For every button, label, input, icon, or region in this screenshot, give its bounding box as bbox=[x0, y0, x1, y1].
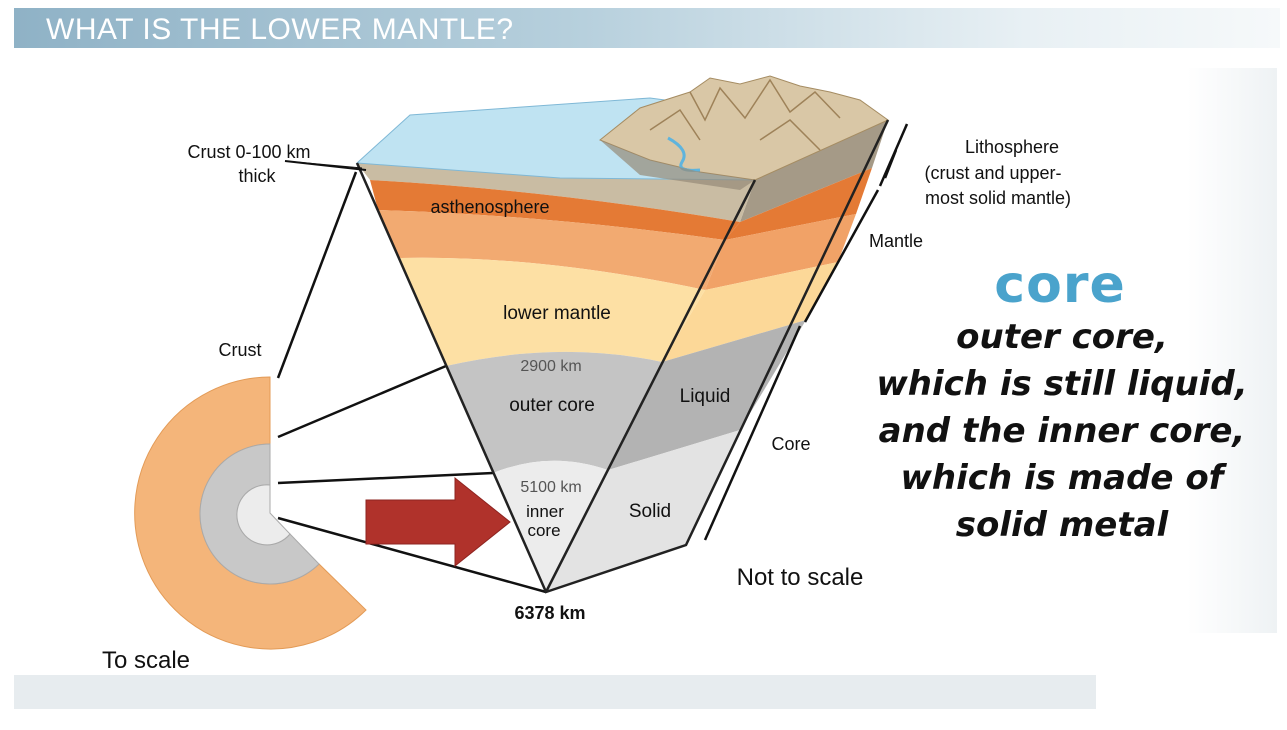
lithosphere-label-1: Lithosphere bbox=[965, 137, 1059, 157]
wedge-front-inner-core bbox=[493, 460, 608, 592]
connector-lines bbox=[276, 171, 547, 594]
lithosphere-label-2: (crust and upper- bbox=[924, 163, 1061, 183]
to-scale-label: To scale bbox=[102, 647, 190, 674]
layer-brackets bbox=[703, 123, 909, 541]
crust-thickness-label-2: thick bbox=[238, 166, 276, 186]
earth-wedge bbox=[355, 75, 890, 594]
core-description-line: solid metal bbox=[955, 505, 1169, 545]
lithosphere-label-3: most solid mantle) bbox=[925, 188, 1071, 208]
to-scale-inner-core bbox=[236, 484, 291, 546]
title-bar: WHAT IS THE LOWER MANTLE? bbox=[14, 8, 1280, 48]
wedge-side-upper-mantle bbox=[705, 214, 856, 290]
not-to-scale-label: Not to scale bbox=[737, 564, 864, 591]
wedge-side-outer-core bbox=[608, 320, 806, 470]
liquid-label: Liquid bbox=[680, 386, 731, 407]
right-panel-background bbox=[1187, 68, 1277, 633]
to-scale-cross-section bbox=[134, 376, 367, 650]
core-description-line: which is still liquid, bbox=[876, 364, 1248, 404]
core-description: outer core, which is still liquid, and t… bbox=[862, 314, 1262, 549]
crust-label: Crust bbox=[218, 340, 261, 360]
core-heading: core bbox=[994, 255, 1126, 315]
wedge-top-mountain-ridges bbox=[649, 78, 841, 151]
depth-6378-label: 6378 km bbox=[514, 603, 585, 623]
core-description-line: and the inner core, bbox=[878, 411, 1246, 451]
red-arrow bbox=[365, 476, 511, 568]
depth-5100-label: 5100 km bbox=[520, 479, 581, 496]
wedge-top-coast-shade bbox=[600, 140, 755, 190]
wedge-side-inner-core bbox=[546, 430, 740, 592]
outer-core-label: outer core bbox=[509, 395, 595, 416]
core-label: Core bbox=[771, 434, 810, 454]
crust-thickness-label-1: Crust 0-100 km bbox=[187, 142, 310, 162]
mantle-label: Mantle bbox=[869, 231, 923, 251]
inner-core-label-1: inner bbox=[526, 502, 564, 521]
wedge-front-outer-core bbox=[446, 351, 662, 473]
lower-mantle-label: lower mantle bbox=[503, 303, 611, 324]
wedge-top-land bbox=[599, 75, 889, 181]
core-description-line: outer core, bbox=[956, 317, 1168, 357]
wedge-front-asthenosphere bbox=[370, 180, 740, 240]
wedge-outline bbox=[355, 119, 890, 594]
depth-2900-label: 2900 km bbox=[520, 358, 581, 375]
page-title: WHAT IS THE LOWER MANTLE? bbox=[46, 13, 514, 46]
wedge-front-crust bbox=[357, 163, 755, 222]
inner-core-label-2: core bbox=[527, 521, 560, 540]
wedge-side-lower-mantle bbox=[662, 262, 838, 362]
wedge-side-crust bbox=[740, 120, 888, 222]
crust-callout bbox=[284, 160, 367, 171]
bottom-bar bbox=[14, 675, 1096, 709]
wedge-front-lower-mantle bbox=[400, 257, 705, 366]
wedge-front-upper-mantle bbox=[378, 210, 725, 290]
core-description-line: which is made of bbox=[900, 458, 1224, 498]
solid-label: Solid bbox=[629, 501, 671, 522]
wedge-side-asthenosphere bbox=[725, 168, 872, 240]
asthenosphere-label: asthenosphere bbox=[430, 197, 549, 217]
